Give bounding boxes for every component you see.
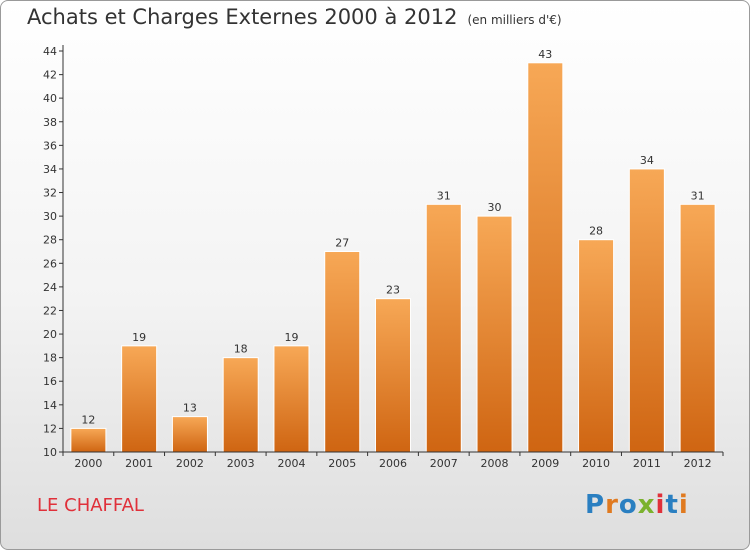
chart-unit: (en milliers d'€)	[467, 13, 562, 27]
data-label-2002: 13	[183, 402, 197, 415]
bar-2001	[121, 345, 158, 453]
data-label-2000: 12	[81, 413, 95, 426]
y-tick-label-28: 28	[43, 234, 57, 247]
y-tick-label-26: 26	[43, 257, 57, 270]
x-tick-label-2012: 2012	[684, 457, 712, 470]
y-tick-label-20: 20	[43, 328, 57, 341]
bar-2005	[324, 251, 361, 453]
logo-letter: o	[618, 490, 638, 520]
data-label-2009: 43	[538, 48, 552, 61]
x-tick-label-2009: 2009	[531, 457, 559, 470]
x-tick-label-2004: 2004	[277, 457, 305, 470]
data-label-2006: 23	[386, 284, 400, 297]
bar-2012	[679, 203, 716, 453]
x-tick-label-2000: 2000	[74, 457, 102, 470]
x-tick-label-2010: 2010	[582, 457, 610, 470]
axes-group: 2000 2001 2002 2003 2004 2005 2006 2007 2008 2009…	[43, 45, 724, 470]
data-label-2008: 30	[488, 201, 502, 214]
data-label-2007: 31	[437, 189, 451, 202]
logo-letter: t	[665, 490, 679, 520]
bar-2011	[628, 168, 665, 453]
logo-letter: i	[678, 490, 689, 520]
town-name: LE CHAFFAL	[37, 495, 144, 516]
chart-title-text: Achats et Charges Externes 2000 à 2012	[27, 5, 458, 29]
x-tick-label-2003: 2003	[227, 457, 255, 470]
y-tick-label-24: 24	[43, 281, 57, 294]
chart-title: Achats et Charges Externes 2000 à 2012 (e…	[27, 5, 562, 29]
data-label-2003: 18	[234, 343, 248, 356]
y-tick-label-22: 22	[43, 304, 57, 317]
logo-letter: P	[585, 490, 606, 520]
data-label-2004: 19	[284, 331, 298, 344]
y-tick-label-36: 36	[43, 139, 57, 152]
bar-2002	[171, 416, 208, 453]
data-label-2001: 19	[132, 331, 146, 344]
y-tick-label-12: 12	[43, 422, 57, 435]
y-tick-label-44: 44	[43, 45, 57, 58]
y-tick-label-42: 42	[43, 69, 57, 82]
x-tick-label-2005: 2005	[328, 457, 356, 470]
y-tick-label-32: 32	[43, 187, 57, 200]
y-tick-label-14: 14	[43, 399, 57, 412]
bar-2004	[273, 345, 310, 453]
bar-2008	[476, 215, 513, 453]
x-tick-label-2002: 2002	[176, 457, 204, 470]
x-tick-label-2008: 2008	[481, 457, 509, 470]
data-label-2010: 28	[589, 225, 603, 238]
y-tick-label-16: 16	[43, 375, 57, 388]
bar-2003	[222, 357, 259, 453]
x-tick-label-2006: 2006	[379, 457, 407, 470]
proxiti-logo: Proxiti	[585, 490, 689, 520]
bars-group: 12 19 13 18 19 27 23 31 30 43 28 34 31	[70, 48, 716, 453]
bar-2006	[374, 298, 412, 453]
data-label-2005: 27	[335, 237, 349, 250]
data-label-2011: 34	[640, 154, 654, 167]
bar-2009	[527, 62, 564, 453]
logo-letter: r	[605, 490, 619, 520]
logo-letter: x	[637, 490, 656, 520]
x-tick-label-2007: 2007	[430, 457, 458, 470]
bar-2007	[425, 203, 462, 453]
x-tick-label-2001: 2001	[125, 457, 153, 470]
y-tick-label-38: 38	[43, 116, 57, 129]
logo-letter: i	[655, 490, 666, 520]
y-tick-label-30: 30	[43, 210, 57, 223]
bar-2010	[578, 239, 615, 453]
x-tick-label-2011: 2011	[633, 457, 661, 470]
bar-2000	[70, 427, 107, 453]
y-tick-label-10: 10	[43, 446, 57, 459]
y-tick-label-40: 40	[43, 92, 57, 105]
data-label-2012: 31	[691, 189, 705, 202]
y-tick-label-34: 34	[43, 163, 57, 176]
y-tick-label-18: 18	[43, 352, 57, 365]
